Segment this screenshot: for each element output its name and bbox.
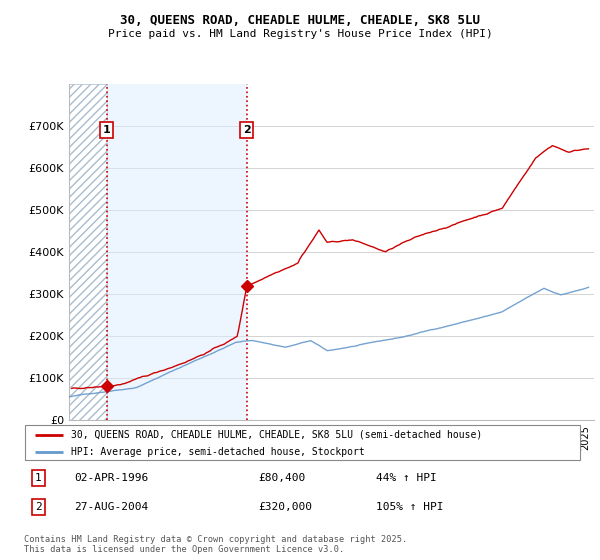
Text: 2: 2 xyxy=(243,125,251,135)
Bar xyxy=(69,84,107,420)
Text: 30, QUEENS ROAD, CHEADLE HULME, CHEADLE, SK8 5LU: 30, QUEENS ROAD, CHEADLE HULME, CHEADLE,… xyxy=(120,14,480,27)
Bar xyxy=(107,84,247,420)
Text: 27-AUG-2004: 27-AUG-2004 xyxy=(74,502,148,512)
Text: 30, QUEENS ROAD, CHEADLE HULME, CHEADLE, SK8 5LU (semi-detached house): 30, QUEENS ROAD, CHEADLE HULME, CHEADLE,… xyxy=(71,430,482,440)
FancyBboxPatch shape xyxy=(25,425,580,460)
Text: Price paid vs. HM Land Registry's House Price Index (HPI): Price paid vs. HM Land Registry's House … xyxy=(107,29,493,39)
Text: £320,000: £320,000 xyxy=(259,502,313,512)
Text: 105% ↑ HPI: 105% ↑ HPI xyxy=(376,502,443,512)
Text: 1: 1 xyxy=(103,125,110,135)
Text: 02-APR-1996: 02-APR-1996 xyxy=(74,473,148,483)
Text: 2: 2 xyxy=(35,502,42,512)
Text: £80,400: £80,400 xyxy=(259,473,305,483)
Text: Contains HM Land Registry data © Crown copyright and database right 2025.
This d: Contains HM Land Registry data © Crown c… xyxy=(24,535,407,554)
Text: HPI: Average price, semi-detached house, Stockport: HPI: Average price, semi-detached house,… xyxy=(71,447,365,458)
Text: 44% ↑ HPI: 44% ↑ HPI xyxy=(376,473,436,483)
Text: 1: 1 xyxy=(35,473,42,483)
